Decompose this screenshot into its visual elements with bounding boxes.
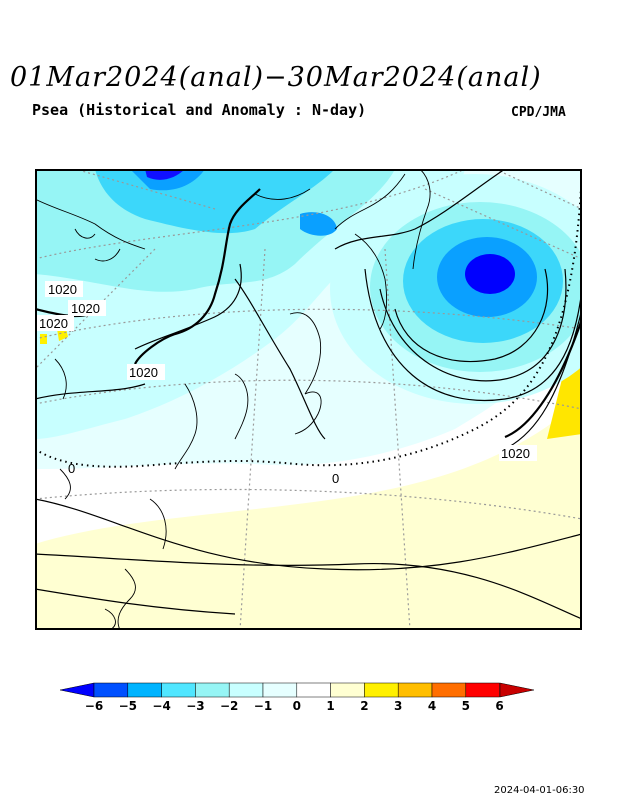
isobar-1020-bold-east: [504, 318, 582, 439]
colorbar-tick-label: −2: [219, 699, 239, 713]
colorbar-tick-label: −4: [152, 699, 171, 713]
colorbar-tick-label: −1: [253, 699, 273, 713]
colorbar-cell: [161, 682, 196, 698]
colorbar-tick-label: 4: [427, 699, 437, 713]
map-title: 01Mar2024(anal)−30Mar2024(anal): [10, 62, 542, 93]
colorbar-right-arrow: [499, 682, 535, 698]
colorbar-cell: [93, 682, 129, 698]
colorbar-cell: [364, 682, 399, 698]
colorbar-cell: [431, 682, 467, 698]
contour-label-2: 1020: [71, 301, 100, 316]
colorbar-cell: [228, 682, 264, 698]
colorbar-tick-label: 2: [360, 699, 369, 713]
colorbar-tick-label: −5: [118, 699, 137, 713]
colorbar-tick-label: 0: [292, 699, 301, 713]
positive-anomaly-blip-2: [40, 334, 47, 344]
zero-contour-label-1: 0: [68, 461, 75, 476]
colorbar-tick-label: 5: [461, 699, 470, 713]
colorbar-tick-label: 3: [394, 699, 403, 713]
colorbar-cell: [397, 682, 433, 698]
colorbar-tick-label: −6: [84, 699, 104, 713]
colorbar-tick-label: −3: [186, 699, 205, 713]
colorbar-tick-label: 6: [495, 699, 504, 713]
colorbar-tick-label: 1: [326, 699, 335, 713]
low-anomaly-core: [465, 254, 515, 294]
contour-label-3: 1020: [39, 316, 68, 331]
graticule: [35, 169, 582, 630]
contour-labels: 1020 1020 1020 1020 1020 0 0: [36, 281, 537, 486]
coastlines: [35, 169, 431, 630]
timestamp: 2024-04-01-06:30: [494, 785, 585, 796]
agency-label: CPD/JMA: [511, 105, 566, 120]
map-frame-border: [35, 169, 582, 630]
contour-label-5: 1020: [501, 446, 530, 461]
colorbar-cell: [262, 682, 298, 698]
contour-label-1: 1020: [48, 282, 77, 297]
colorbar-cell: [195, 682, 230, 698]
zero-contour-label-2: 0: [332, 471, 339, 486]
colorbar-cell: [330, 682, 365, 698]
colorbar-cell: [296, 682, 331, 698]
colorbar-left-arrow: [60, 682, 95, 698]
colorbar-cell: [127, 682, 162, 698]
negative-anomaly-6: [145, 169, 185, 180]
negative-anomaly-small: [300, 212, 337, 236]
colorbar-cell: [465, 682, 500, 698]
pressure-anomaly-map: 1020 1020 1020 1020 1020 0 0: [35, 169, 582, 630]
colorbar: [60, 682, 535, 698]
isobar-1020-bold: [134, 188, 261, 365]
map-subtitle: Psea (Historical and Anomaly : N-day): [32, 101, 367, 119]
contour-label-4: 1020: [129, 365, 158, 380]
positive-anomaly-area: [35, 399, 582, 630]
